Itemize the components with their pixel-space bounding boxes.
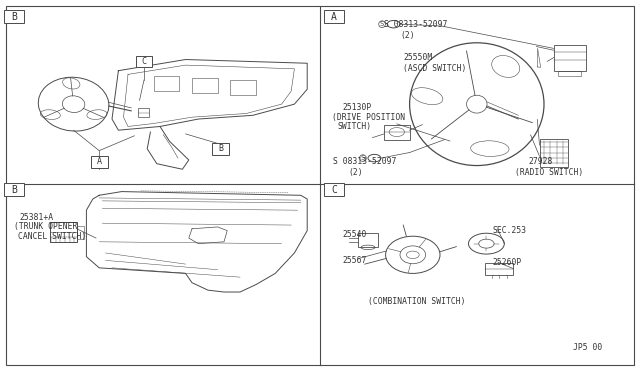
Bar (77, 226, 84, 239)
Bar (324, 183, 344, 196)
Bar (230, 80, 256, 95)
Bar (358, 232, 378, 247)
Text: (2): (2) (349, 169, 364, 177)
Text: SWITCH): SWITCH) (338, 122, 372, 131)
Bar (91, 156, 108, 168)
Text: 25540: 25540 (342, 230, 367, 239)
Text: C: C (141, 57, 147, 66)
Bar (554, 45, 586, 71)
Bar (540, 139, 568, 167)
Bar (4, 183, 24, 196)
Text: JP5 00: JP5 00 (573, 343, 602, 352)
Text: 27928: 27928 (528, 157, 552, 166)
Text: S: S (380, 21, 384, 27)
Bar (384, 125, 410, 140)
Bar (136, 55, 152, 67)
Text: A: A (97, 157, 102, 166)
Bar (154, 76, 179, 91)
Text: 25567: 25567 (342, 256, 367, 265)
Text: B: B (11, 12, 17, 22)
Text: B: B (218, 144, 223, 153)
Text: C: C (331, 185, 337, 195)
Text: S 08313-52097: S 08313-52097 (333, 157, 396, 166)
Text: 25260P: 25260P (493, 258, 522, 267)
Bar (485, 263, 513, 275)
Text: 25550M: 25550M (403, 53, 433, 62)
Text: CANCEL SWITCH): CANCEL SWITCH) (18, 232, 86, 241)
Text: SEC.253: SEC.253 (493, 226, 527, 235)
Text: (COMBINATION SWITCH): (COMBINATION SWITCH) (368, 297, 465, 306)
Text: A: A (331, 12, 337, 22)
Bar (558, 71, 581, 76)
Bar (192, 78, 218, 93)
Bar (212, 143, 229, 155)
Text: (2): (2) (400, 31, 415, 40)
Text: (TRUNK OPENER: (TRUNK OPENER (14, 222, 77, 231)
Bar (50, 222, 77, 242)
Text: S: S (361, 155, 365, 161)
Text: (DRIVE POSITION: (DRIVE POSITION (332, 113, 404, 122)
Text: B: B (11, 185, 17, 195)
Bar (138, 108, 149, 117)
Text: (RADIO SWITCH): (RADIO SWITCH) (515, 169, 584, 177)
Text: 25130P: 25130P (342, 103, 372, 112)
Bar (4, 10, 24, 23)
Text: S 08313-52097: S 08313-52097 (384, 20, 447, 29)
Text: 25381+A: 25381+A (19, 213, 53, 222)
Bar (324, 10, 344, 23)
Text: (ASCD SWITCH): (ASCD SWITCH) (403, 64, 467, 73)
